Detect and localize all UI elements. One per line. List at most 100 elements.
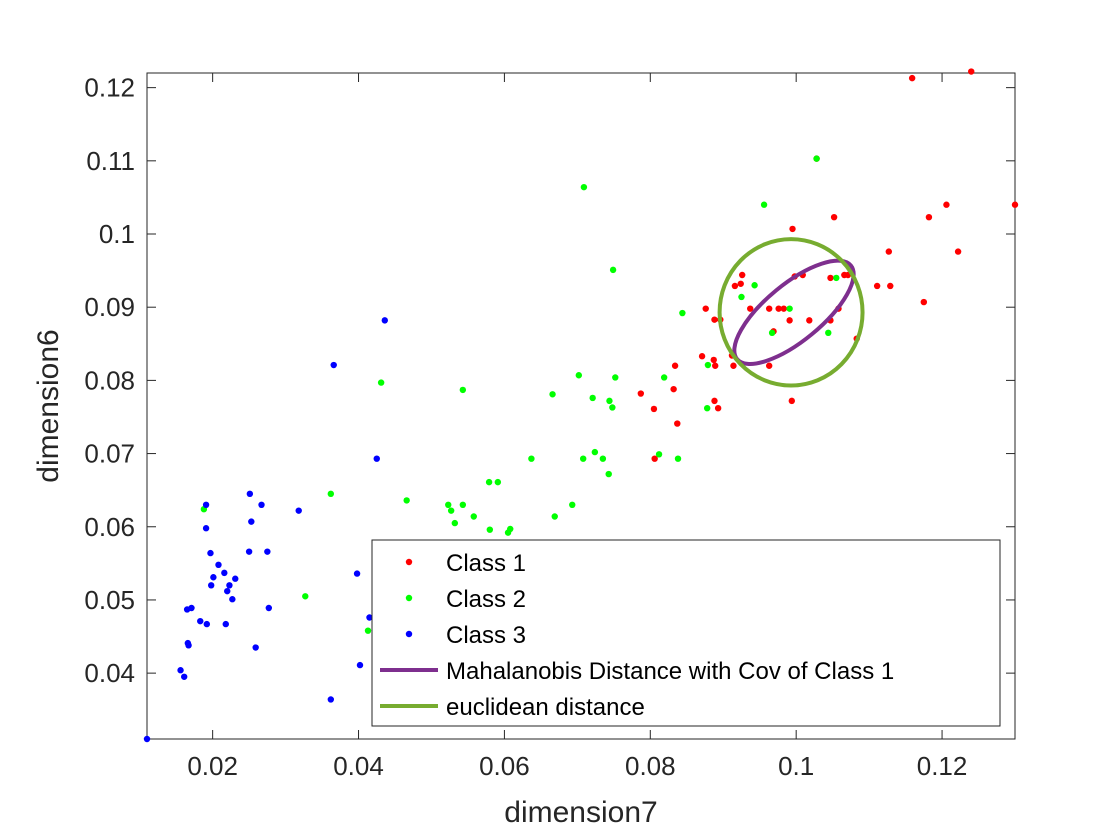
class-3-point: [232, 575, 239, 582]
class-1-point: [702, 305, 709, 312]
class-2-point: [403, 497, 410, 504]
class-2-point: [451, 519, 459, 527]
class-1-point: [651, 455, 658, 462]
class-1-point: [827, 274, 834, 282]
class-2-point: [569, 501, 576, 509]
x-tick-label: 0.02: [187, 751, 238, 781]
class-2-point: [760, 201, 768, 208]
x-tick-label: 0.12: [917, 751, 968, 781]
class-1-point: [712, 362, 719, 369]
class-2-point: [445, 501, 452, 509]
class-2-point: [612, 374, 619, 381]
class-3-point: [181, 673, 188, 680]
class-1-point: [954, 248, 962, 255]
legend-marker: [405, 594, 413, 602]
class-1-point: [908, 74, 916, 82]
class-2-point: [738, 293, 745, 301]
class-3-point: [356, 661, 364, 669]
class-1-point: [920, 298, 928, 306]
y-tick-label: 0.06: [84, 512, 135, 542]
class-2-point: [459, 501, 467, 509]
class-2-point: [470, 513, 477, 520]
class-3-point: [252, 644, 259, 651]
class-3-point: [265, 604, 273, 612]
class-2-point: [528, 455, 535, 462]
class-2-point: [660, 374, 668, 381]
class-1-point: [925, 213, 933, 221]
class-3-point: [366, 614, 373, 621]
y-tick-label: 0.12: [84, 73, 135, 103]
class-3-point: [381, 317, 388, 324]
class-3-point: [229, 596, 236, 603]
class-1-point: [670, 385, 677, 393]
class-2-point: [674, 455, 682, 462]
class-3-point: [202, 525, 210, 532]
euclidean-distance-curve: [717, 237, 865, 388]
class-2-point: [579, 455, 587, 462]
class-1-point: [637, 390, 645, 397]
class-3-point: [248, 518, 255, 525]
y-tick-label: 0.04: [84, 658, 135, 688]
class-3-point: [188, 604, 195, 612]
class-3-point: [207, 549, 214, 557]
class-2-point: [591, 448, 599, 456]
class-1-point: [710, 356, 717, 364]
y-tick-label: 0.05: [84, 585, 135, 615]
y-tick-label: 0.08: [84, 365, 135, 395]
y-tick-label: 0.1: [99, 219, 135, 249]
class-3-point: [197, 617, 204, 625]
class-1-point: [739, 271, 746, 279]
legend-marker: [405, 630, 413, 638]
y-tick-label: 0.11: [86, 146, 135, 176]
class-3-point: [202, 501, 210, 509]
distance-curves: [717, 237, 865, 388]
class-2-point: [327, 490, 335, 498]
legend-label: Class 2: [446, 586, 526, 613]
class-2-point: [302, 593, 309, 600]
class-3-point: [246, 490, 254, 498]
class-1-point: [830, 213, 838, 221]
class-1-point: [731, 282, 739, 290]
class-2-point: [494, 478, 502, 486]
class-3-point: [203, 620, 211, 628]
class-2-point: [589, 394, 596, 402]
class-3-point: [353, 570, 361, 577]
class-1-point: [968, 68, 975, 75]
class-2-point: [377, 379, 385, 386]
class-1-point: [788, 397, 795, 405]
class-2-point: [813, 155, 820, 162]
class-2-point: [459, 386, 467, 394]
class-2-point: [364, 627, 372, 634]
class-3-point: [143, 735, 151, 743]
class-1-point: [765, 362, 773, 369]
class-2-point: [580, 183, 588, 191]
class-2-point: [486, 526, 494, 533]
y-axis-label: dimension6: [32, 329, 65, 482]
class-2-point: [605, 470, 612, 478]
class-2-point: [575, 372, 583, 379]
class-1-point: [780, 305, 787, 312]
class-2-point: [599, 455, 607, 462]
y-tick-label: 0.07: [84, 439, 135, 469]
legend: Class 1 Class 2 Class 3 Mahalanobis Distanc…: [371, 539, 1001, 727]
axis-ticks: 0.02 0.04 0.06 0.08 0.1 0.12 0.04 0.05 0.06 0.07 0…: [84, 73, 1015, 781]
class-2-point: [833, 274, 840, 282]
x-tick-label: 0.04: [333, 751, 384, 781]
legend-label: Class 3: [446, 622, 526, 649]
class-2-point: [507, 525, 514, 533]
class-1-point: [730, 362, 737, 369]
class-2-point: [704, 361, 712, 369]
x-tick-label: 0.06: [479, 751, 530, 781]
class-3-point: [210, 574, 217, 581]
class-3-point: [221, 569, 228, 577]
class-3-point: [327, 696, 335, 703]
class-2-point: [609, 404, 616, 411]
x-axis-label: dimension7: [504, 796, 657, 829]
class-1-point: [747, 305, 754, 312]
class-1-point: [714, 404, 722, 412]
class-2-point: [551, 513, 558, 520]
class-1-point: [711, 397, 718, 405]
legend-label: euclidean distance: [446, 694, 645, 721]
legend-label: Class 1: [446, 550, 526, 577]
